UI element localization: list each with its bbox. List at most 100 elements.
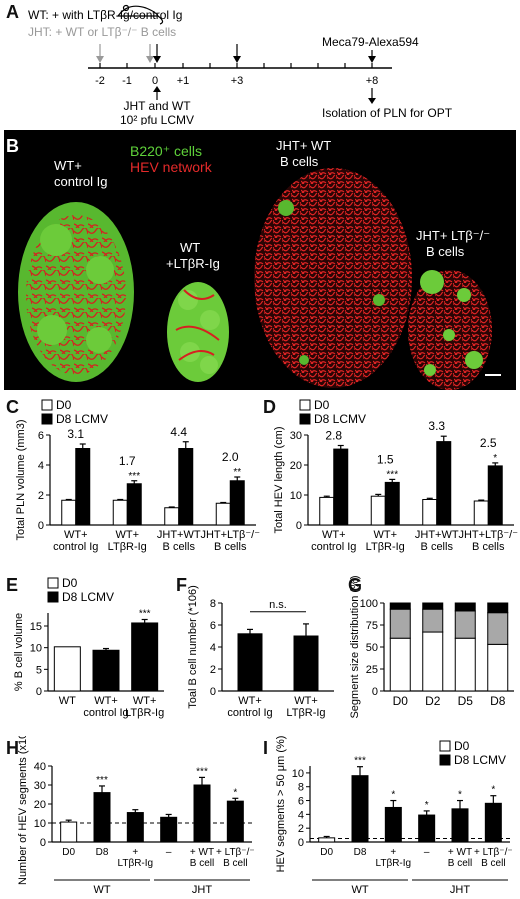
stacked-bar-segment xyxy=(487,643,509,692)
y-tick-label: 10 xyxy=(292,768,304,780)
panel-label-c: C xyxy=(6,397,19,417)
y-tick-label: 0 xyxy=(38,520,44,532)
significance-mark: * xyxy=(491,785,495,796)
category-label: + WT xyxy=(448,847,472,858)
category-label: LTβR-Ig xyxy=(286,707,325,719)
fold-change-label: 3.3 xyxy=(428,419,445,433)
category-label: + LTβ⁻/⁻ xyxy=(216,847,255,858)
y-tick-label: 8 xyxy=(210,598,216,610)
bar xyxy=(473,500,489,526)
legend-swatch xyxy=(439,740,451,752)
stacked-bar-segment xyxy=(487,602,509,614)
category-label: B cell xyxy=(481,858,505,869)
lymph-node-wt-control xyxy=(18,202,134,382)
group-label: JHT xyxy=(450,884,470,896)
group-label: JHT xyxy=(192,884,212,896)
stacked-bar-segment xyxy=(487,612,509,645)
fold-change-label: 2.8 xyxy=(325,429,342,443)
category-label: WT+ xyxy=(133,695,157,707)
fold-change-label: 2.0 xyxy=(222,450,239,464)
y-tick-label: 2 xyxy=(38,490,44,502)
category-label: control Ig xyxy=(311,541,356,553)
bar xyxy=(112,499,128,526)
category-label: control Ig xyxy=(227,707,272,719)
sample-label: B cells xyxy=(280,154,319,169)
bar xyxy=(164,507,180,526)
significance-mark: ** xyxy=(233,467,241,478)
category-label: D8 xyxy=(354,847,367,858)
panel-label-g: G xyxy=(348,575,363,595)
legend-swatch xyxy=(299,413,311,425)
fold-change-label: 2.5 xyxy=(480,436,497,450)
category-label: – xyxy=(424,847,430,858)
legend-label: D8 LCMV xyxy=(56,412,108,426)
y-tick-label: 6 xyxy=(210,620,216,632)
legend-label: D8 LCMV xyxy=(62,590,114,604)
panel-label-e: E xyxy=(6,575,19,595)
category-label: D8 xyxy=(490,694,506,708)
category-label: WT+ xyxy=(64,529,88,541)
category-label: D8 xyxy=(96,847,109,858)
significance-mark: *** xyxy=(96,775,108,786)
category-label: WT+ xyxy=(115,529,139,541)
y-tick-label: 2 xyxy=(298,823,304,835)
category-label: WT+ xyxy=(94,695,118,707)
tick-label: -2 xyxy=(95,75,105,87)
fold-change-label: 1.5 xyxy=(377,452,394,466)
category-label: B cell xyxy=(190,858,214,869)
y-axis-label: Total HEV length (cm) xyxy=(273,427,285,534)
sample-label: control Ig xyxy=(54,174,107,189)
bar xyxy=(215,502,231,526)
bar xyxy=(193,784,211,843)
legend-swatch xyxy=(41,399,53,411)
significance-mark: *** xyxy=(139,609,151,620)
y-tick-label: 4 xyxy=(38,460,44,472)
significance-label: n.s. xyxy=(269,599,287,611)
category-label: + xyxy=(390,847,396,858)
fold-change-label: 4.4 xyxy=(170,425,187,439)
y-tick-label: 40 xyxy=(34,761,46,773)
tick-label: -1 xyxy=(122,75,132,87)
significance-mark: * xyxy=(233,787,237,798)
stacked-bar-segment xyxy=(422,631,444,692)
significance-mark: * xyxy=(493,453,497,464)
bar xyxy=(351,775,369,843)
bar xyxy=(92,649,120,692)
legend-label: D0 xyxy=(56,398,72,412)
bar xyxy=(484,802,502,843)
category-label: WT+ xyxy=(294,695,318,707)
category-label: B cells xyxy=(214,541,247,553)
y-tick-label: 0 xyxy=(40,837,46,849)
category-label: LTβR-Ig xyxy=(125,707,164,719)
bar xyxy=(237,633,263,692)
stacked-bar-segment xyxy=(389,608,411,639)
category-label: LTβR-Ig xyxy=(366,541,405,553)
category-label: D0 xyxy=(320,847,333,858)
sample-label: +LTβR-Ig xyxy=(166,256,220,271)
group-label: WT xyxy=(351,884,368,896)
panel-label-f: F xyxy=(176,575,187,595)
bar xyxy=(160,816,178,843)
y-tick-label: 4 xyxy=(210,642,216,654)
sample-label: JHT+ WT xyxy=(276,138,331,153)
bar xyxy=(319,496,335,526)
lymph-node-wt-ltbr xyxy=(167,282,229,382)
sample-label: JHT+ LTβ⁻/⁻ xyxy=(416,228,490,243)
tick-label: +1 xyxy=(177,75,190,87)
significance-mark: *** xyxy=(196,766,208,777)
tick-label: +3 xyxy=(231,75,244,87)
legend-hev: HEV network xyxy=(130,159,213,175)
fold-change-label: 3.1 xyxy=(67,427,84,441)
bar xyxy=(293,635,319,692)
y-tick-label: 0 xyxy=(210,686,216,698)
category-label: B cell xyxy=(223,858,247,869)
bar xyxy=(131,622,159,692)
y-axis-label: Total PLN volume (mm3) xyxy=(15,419,27,540)
significance-mark: *** xyxy=(354,756,366,767)
opt-image: B220⁺ cells HEV network WT+ control Ig W… xyxy=(4,130,516,390)
